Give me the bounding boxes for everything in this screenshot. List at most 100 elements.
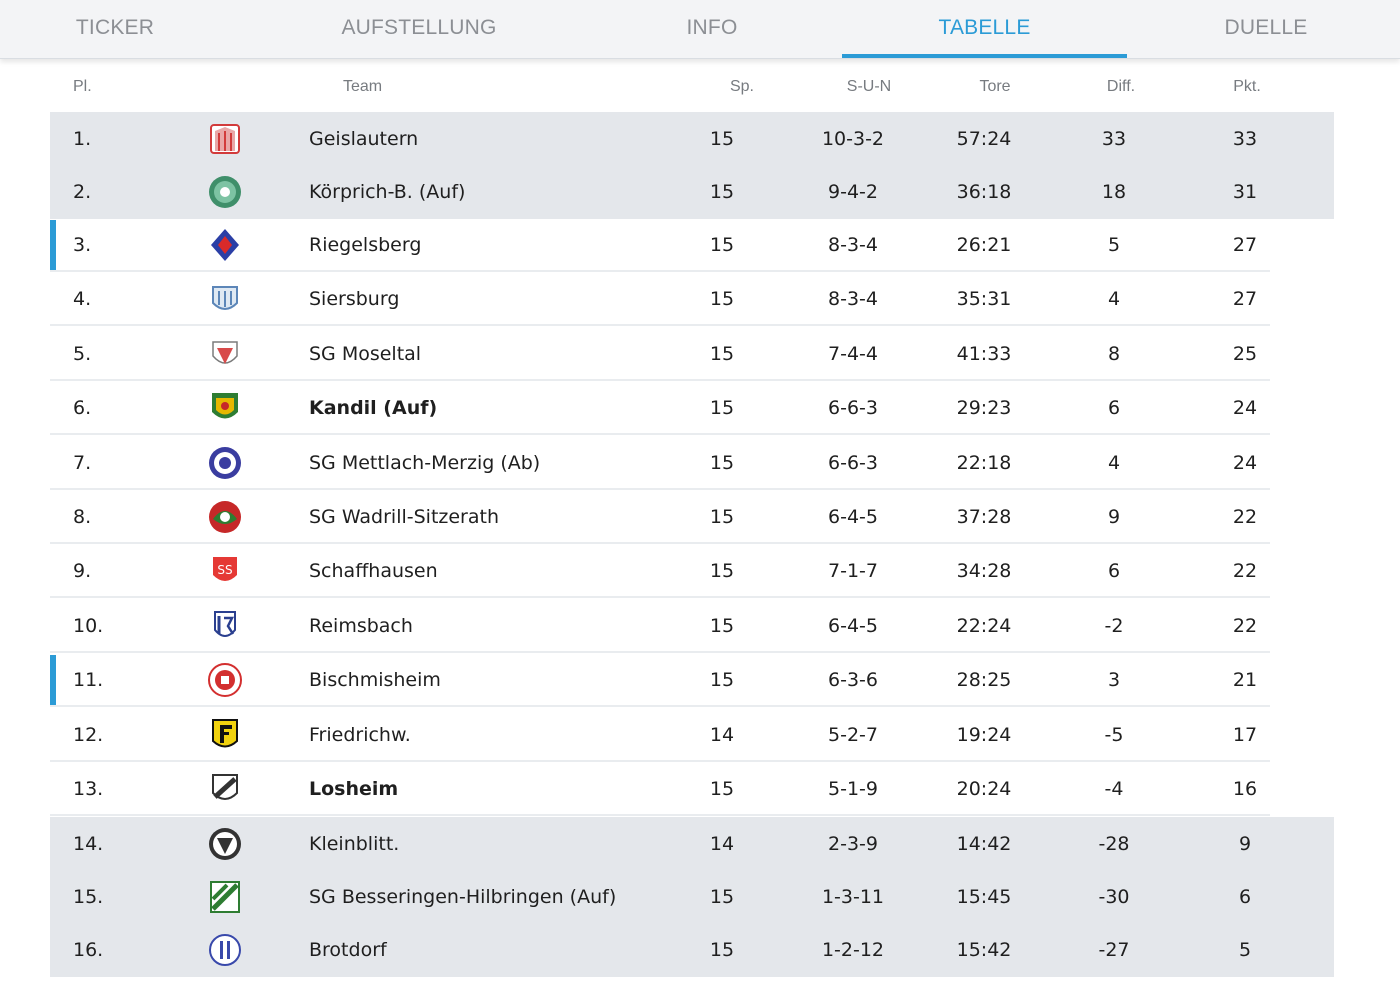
table-row[interactable]: 6. Kandil (Auf) 15 6-6-3 29:23 6 24: [50, 381, 1334, 435]
games-cell: 15: [709, 778, 735, 800]
table-row[interactable]: 14. Kleinblitt. 14 2-3-9 14:42 -28 9: [50, 817, 1334, 871]
besseringen-hilbringen-crest-icon: [210, 881, 240, 913]
games-cell: 15: [709, 939, 735, 961]
table-row[interactable]: 15. SG Besseringen-Hilbringen (Auf) 15 1-3-…: [50, 870, 1334, 924]
team-name[interactable]: SG Besseringen-Hilbringen (Auf): [309, 886, 617, 908]
team-name[interactable]: Friedrichw.: [309, 724, 411, 746]
points-cell: 22: [1232, 506, 1258, 528]
table-row[interactable]: 11. Bischmisheim 15 6-3-6 28:25 3 21: [50, 653, 1334, 707]
record-cell: 1-3-11: [821, 886, 885, 908]
games-cell: 15: [709, 886, 735, 908]
goals-cell: 15:42: [956, 939, 1012, 961]
diff-cell: -30: [1098, 886, 1130, 908]
games-cell: 15: [709, 128, 735, 150]
record-cell: 8-3-4: [828, 288, 878, 310]
rank-cell: 14.: [73, 833, 104, 855]
tab-ticker[interactable]: TICKER: [75, 16, 155, 39]
games-cell: 15: [709, 397, 735, 419]
row-divider: [50, 705, 1270, 707]
rank-cell: 2.: [73, 181, 92, 203]
team-name[interactable]: Siersburg: [309, 288, 400, 310]
record-cell: 6-6-3: [828, 452, 878, 474]
team-name[interactable]: Geislautern: [309, 128, 419, 150]
team-name[interactable]: Bischmisheim: [309, 669, 441, 691]
games-cell: 15: [709, 560, 735, 582]
table-row[interactable]: 1. Geislautern 15 10-3-2 57:24 33 33: [50, 112, 1334, 166]
team-name[interactable]: SG Mettlach-Merzig (Ab): [309, 452, 541, 474]
diff-cell: 18: [1101, 181, 1127, 203]
table-row[interactable]: 13. Losheim 15 5-1-9 20:24 -4 16: [50, 762, 1334, 816]
table-row[interactable]: 9. SS Schaffhausen 15 7-1-7 34:28 6 22: [50, 544, 1334, 598]
points-cell: 9: [1238, 833, 1252, 855]
svg-text:SS: SS: [217, 563, 232, 577]
record-cell: 6-4-5: [828, 506, 878, 528]
team-name[interactable]: Körprich-B. (Auf): [309, 181, 466, 203]
row-divider: [50, 270, 1270, 272]
points-cell: 27: [1232, 234, 1258, 256]
table-row[interactable]: 4. Siersburg 15 8-3-4 35:31 4 27: [50, 272, 1334, 326]
games-cell: 15: [709, 506, 735, 528]
header-rank: Pl.: [73, 78, 92, 95]
record-cell: 5-2-7: [828, 724, 878, 746]
kandil-crest-icon: [212, 393, 238, 419]
team-name[interactable]: Brotdorf: [309, 939, 387, 961]
rank-cell: 7.: [73, 452, 92, 474]
reimsbach-crest-icon: [214, 611, 236, 637]
table-row[interactable]: 10. Reimsbach 15 6-4-5 22:24 -2 22: [50, 599, 1334, 653]
table-row[interactable]: 7. SG Mettlach-Merzig (Ab) 15 6-6-3 22:18 4 24: [50, 436, 1334, 490]
table-row[interactable]: 12. Friedrichw. 14 5-2-7 19:24 -5 17: [50, 708, 1334, 762]
goals-cell: 28:25: [956, 669, 1012, 691]
row-divider: [50, 814, 1270, 816]
tab-tabelle[interactable]: TABELLE: [938, 16, 1031, 39]
points-cell: 27: [1232, 288, 1258, 310]
kleinblittersdorf-crest-icon: [209, 828, 241, 860]
team-name[interactable]: SG Wadrill-Sitzerath: [309, 506, 499, 528]
riegelsberg-crest-icon: [211, 229, 239, 261]
table-row[interactable]: 3. Riegelsberg 15 8-3-4 26:21 5 27: [50, 218, 1334, 272]
team-name[interactable]: SG Moseltal: [309, 343, 422, 365]
diff-cell: 6: [1107, 397, 1121, 419]
row-divider: [50, 651, 1270, 653]
record-cell: 9-4-2: [828, 181, 878, 203]
table-row[interactable]: 8. SG Wadrill-Sitzerath 15 6-4-5 37:28 9 22: [50, 490, 1334, 544]
table-row[interactable]: 2. Körprich-B. (Auf) 15 9-4-2 36:18 18 31: [50, 165, 1334, 219]
games-cell: 15: [709, 669, 735, 691]
games-cell: 15: [709, 615, 735, 637]
games-cell: 14: [709, 833, 735, 855]
record-cell: 1-2-12: [821, 939, 885, 961]
points-cell: 16: [1232, 778, 1258, 800]
tab-info[interactable]: INFO: [686, 16, 738, 39]
diff-cell: 4: [1107, 288, 1121, 310]
table-row[interactable]: 16. Brotdorf 15 1-2-12 15:42 -27 5: [50, 923, 1334, 977]
rank-cell: 1.: [73, 128, 92, 150]
koerprich-crest-icon: [209, 176, 241, 208]
tab-duelle[interactable]: DUELLE: [1224, 16, 1308, 39]
games-cell: 15: [709, 343, 735, 365]
goals-cell: 14:42: [956, 833, 1012, 855]
brotdorf-crest-icon: [209, 934, 241, 966]
diff-cell: 4: [1107, 452, 1121, 474]
goals-cell: 41:33: [956, 343, 1012, 365]
diff-cell: 33: [1101, 128, 1127, 150]
team-name[interactable]: Reimsbach: [309, 615, 413, 637]
points-cell: 33: [1232, 128, 1258, 150]
team-name[interactable]: Schaffhausen: [309, 560, 438, 582]
team-name[interactable]: Kleinblitt.: [309, 833, 400, 855]
row-divider: [50, 596, 1270, 598]
header-tore: Tore: [979, 78, 1011, 95]
sg-moseltal-crest-icon: [212, 341, 238, 364]
diff-cell: 5: [1107, 234, 1121, 256]
record-cell: 6-3-6: [828, 669, 878, 691]
record-cell: 10-3-2: [821, 128, 885, 150]
goals-cell: 20:24: [956, 778, 1012, 800]
rank-cell: 5.: [73, 343, 92, 365]
row-divider: [50, 324, 1270, 326]
team-name[interactable]: Riegelsberg: [309, 234, 422, 256]
team-name[interactable]: Losheim: [309, 778, 399, 800]
record-cell: 8-3-4: [828, 234, 878, 256]
rank-cell: 12.: [73, 724, 104, 746]
table-row[interactable]: 5. SG Moseltal 15 7-4-4 41:33 8 25: [50, 327, 1334, 381]
active-tab-indicator: [842, 54, 1127, 58]
team-name[interactable]: Kandil (Auf): [309, 397, 438, 419]
tab-aufstellung[interactable]: AUFSTELLUNG: [341, 16, 497, 39]
